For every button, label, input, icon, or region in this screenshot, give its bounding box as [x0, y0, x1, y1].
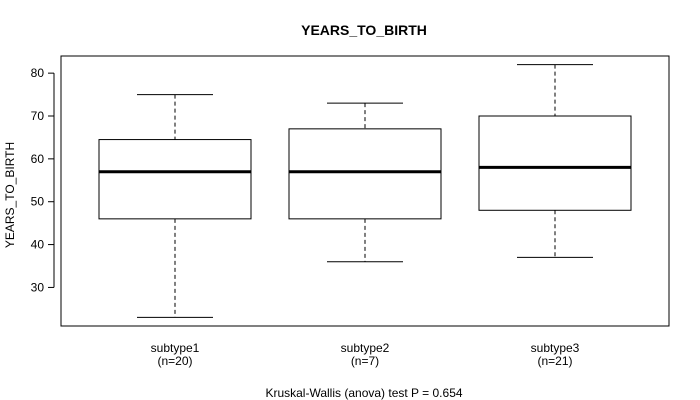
plot-frame	[60, 55, 670, 327]
footnote-test-result: Kruskal-Wallis (anova) test P = 0.654	[265, 386, 462, 400]
y-tick-label: 70	[31, 109, 45, 123]
box-subtype2	[288, 102, 442, 263]
iqr-box	[288, 128, 442, 220]
y-axis-label: YEARS_TO_BIRTH	[3, 142, 17, 248]
box-subtype1	[98, 94, 252, 318]
x-category-count: (n=20)	[157, 354, 192, 368]
x-axis-labels: subtype1(n=20) subtype2(n=7) subtype3(n=21…	[151, 341, 580, 368]
box-subtype3	[478, 64, 632, 258]
boxes	[98, 64, 632, 318]
y-tick-label: 80	[31, 66, 45, 80]
x-category-label: subtype2	[341, 341, 390, 355]
x-category-label: subtype3	[531, 341, 580, 355]
y-tick-label: 30	[31, 280, 45, 294]
iqr-box	[98, 139, 252, 220]
y-tick-label: 40	[31, 238, 45, 252]
y-tick-label: 60	[31, 152, 45, 166]
y-axis: 30 40 50 60 70 80	[31, 66, 55, 294]
x-category-count: (n=21)	[537, 354, 572, 368]
iqr-box	[478, 115, 632, 211]
x-category-label: subtype1	[151, 341, 200, 355]
chart-title: YEARS_TO_BIRTH	[301, 22, 427, 38]
y-tick-label: 50	[31, 195, 45, 209]
x-category-count: (n=7)	[351, 354, 379, 368]
